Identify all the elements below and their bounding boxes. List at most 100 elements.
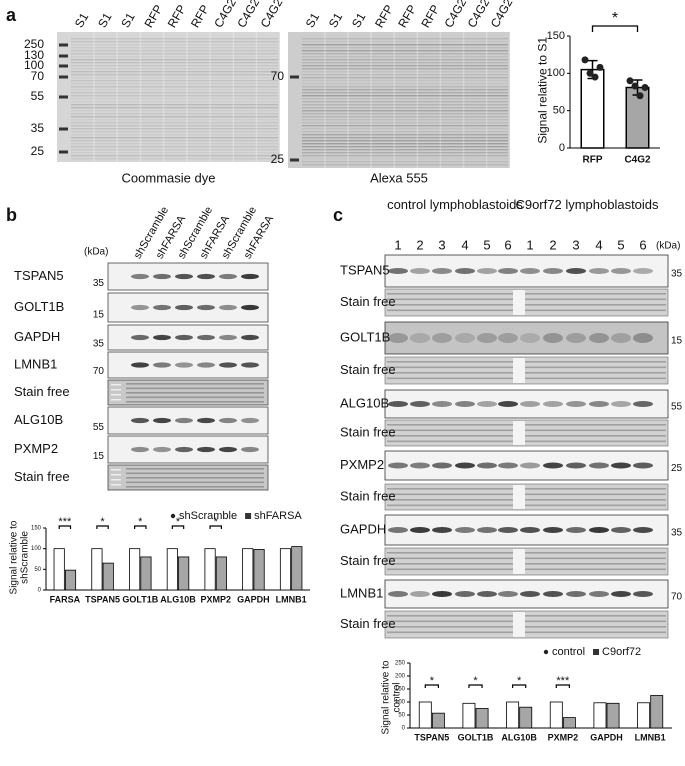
gel-band xyxy=(302,83,508,85)
stain-band xyxy=(387,620,666,623)
significance-bracket xyxy=(468,684,483,688)
blot-band xyxy=(432,333,452,343)
bar xyxy=(606,702,620,729)
lane-separator xyxy=(162,32,165,162)
lane-separator xyxy=(509,32,511,168)
significance-bracket xyxy=(512,684,527,688)
gel-band xyxy=(302,128,508,130)
stain-band xyxy=(126,472,264,475)
blot-band xyxy=(131,273,149,280)
ladder-gap xyxy=(513,612,525,637)
ladder-band xyxy=(111,469,121,471)
gel-band xyxy=(71,116,278,118)
y-tick-label: 100 xyxy=(31,546,42,552)
ladder-band xyxy=(111,384,121,386)
gel-band xyxy=(71,101,278,103)
blot-band xyxy=(175,334,193,341)
blot-band xyxy=(432,527,452,533)
lane-separator xyxy=(416,32,419,168)
panel-letter: a xyxy=(6,5,17,25)
blot-band xyxy=(633,333,653,343)
gel-band xyxy=(302,140,508,142)
blot-band xyxy=(589,591,609,597)
bar xyxy=(204,548,216,591)
gel-band xyxy=(71,80,278,82)
y-tick-label: 100 xyxy=(547,67,565,79)
gel-band xyxy=(71,83,278,85)
stain-band xyxy=(387,440,666,443)
y-tick-label: 150 xyxy=(547,30,565,42)
gel-band xyxy=(302,47,508,49)
lane-label: S1 xyxy=(349,10,369,30)
lane-number: 1 xyxy=(394,237,401,252)
blot-band xyxy=(611,591,631,597)
ladder-band xyxy=(59,43,68,47)
gel-band xyxy=(71,131,278,133)
blot-band xyxy=(153,417,171,424)
group-title: C9orf72 lymphoblastoids xyxy=(515,197,659,212)
row-label: PXMP2 xyxy=(14,441,58,456)
gel-band xyxy=(302,161,508,163)
x-tick-label: RFP xyxy=(583,155,603,166)
lane-separator xyxy=(186,32,188,162)
marker-label: 15 xyxy=(93,451,105,462)
lane-separator xyxy=(209,32,211,162)
blot-band xyxy=(388,527,408,533)
stain-band xyxy=(387,631,666,634)
gel-band xyxy=(71,149,278,151)
bar xyxy=(650,695,664,729)
lane-label: C4G2 xyxy=(465,0,493,30)
lane-separator xyxy=(370,32,372,168)
kda-label: (kDa) xyxy=(84,247,108,258)
significance-label: * xyxy=(214,516,219,528)
stain-band xyxy=(126,392,264,394)
y-axis-title: Signal relative to shScramble xyxy=(8,520,31,594)
data-point xyxy=(626,77,634,85)
gel-band xyxy=(71,56,278,58)
blot-band xyxy=(388,462,408,469)
marker-label: 70 xyxy=(271,69,285,83)
gel-band xyxy=(302,107,508,109)
blot-band xyxy=(410,462,430,469)
blot-band xyxy=(455,401,475,407)
marker-label: 15 xyxy=(671,336,683,347)
lane-separator xyxy=(116,32,118,162)
blot-band xyxy=(219,417,237,424)
stain-band xyxy=(387,304,666,306)
legend-marker xyxy=(543,649,549,655)
gel-band xyxy=(302,110,508,112)
lane-number: 3 xyxy=(572,237,579,252)
marker-label: 55 xyxy=(671,402,683,413)
gel-band xyxy=(302,131,508,133)
stain-band xyxy=(387,372,666,374)
bar xyxy=(279,548,292,591)
stain-band xyxy=(387,568,666,571)
blot-band xyxy=(388,268,408,274)
stain-band xyxy=(387,499,666,501)
stain-band xyxy=(387,429,666,432)
blot-band xyxy=(477,401,497,407)
blot-band xyxy=(241,446,259,453)
significance-label: * xyxy=(517,675,522,687)
gel-band xyxy=(71,125,278,127)
bar xyxy=(462,702,476,729)
x-tick-label: ALG10B xyxy=(501,732,537,742)
row-label: GAPDH xyxy=(14,329,60,344)
gel-band xyxy=(71,86,278,88)
blot-band xyxy=(153,362,171,368)
significance-label: * xyxy=(100,516,105,528)
gel-band xyxy=(302,101,508,103)
gel-band xyxy=(302,71,508,73)
gel-band xyxy=(302,68,508,70)
x-tick-label: ALG10B xyxy=(160,594,196,604)
gel-band xyxy=(302,74,508,76)
blot-band xyxy=(131,304,149,311)
stain-band xyxy=(126,481,264,484)
lane-label: C4G2 xyxy=(441,0,469,30)
blot-band xyxy=(153,273,171,280)
stain-band xyxy=(126,486,264,488)
marker-label: 15 xyxy=(93,309,105,320)
data-point xyxy=(581,56,589,64)
bar xyxy=(431,712,445,729)
blot-band xyxy=(566,527,586,533)
